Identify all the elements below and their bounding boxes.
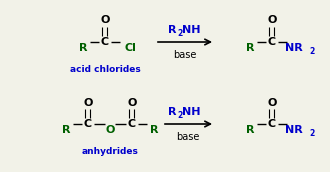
Text: base: base [173,50,197,60]
Text: 2: 2 [310,47,314,56]
Text: C: C [268,119,276,129]
Text: O: O [105,125,115,135]
Text: C: C [268,37,276,47]
Text: NR: NR [285,125,303,135]
Text: anhydrides: anhydrides [82,148,139,157]
Text: NH: NH [182,25,201,35]
Text: 2: 2 [177,111,182,121]
Text: acid chlorides: acid chlorides [70,66,140,74]
Text: O: O [100,15,110,25]
Text: O: O [267,98,277,108]
Text: Cl: Cl [124,43,136,53]
Text: C: C [128,119,136,129]
Text: 2: 2 [310,130,314,138]
Text: R: R [62,125,70,135]
Text: C: C [101,37,109,47]
Text: R: R [246,125,254,135]
Text: base: base [176,132,200,142]
Text: C: C [84,119,92,129]
Text: R: R [168,25,177,35]
Text: O: O [83,98,93,108]
Text: NR: NR [285,43,303,53]
Text: 2: 2 [177,30,182,39]
Text: R: R [150,125,158,135]
Text: R: R [246,43,254,53]
Text: R: R [79,43,87,53]
Text: O: O [127,98,137,108]
Text: O: O [267,15,277,25]
Text: R: R [168,107,177,117]
Text: NH: NH [182,107,201,117]
